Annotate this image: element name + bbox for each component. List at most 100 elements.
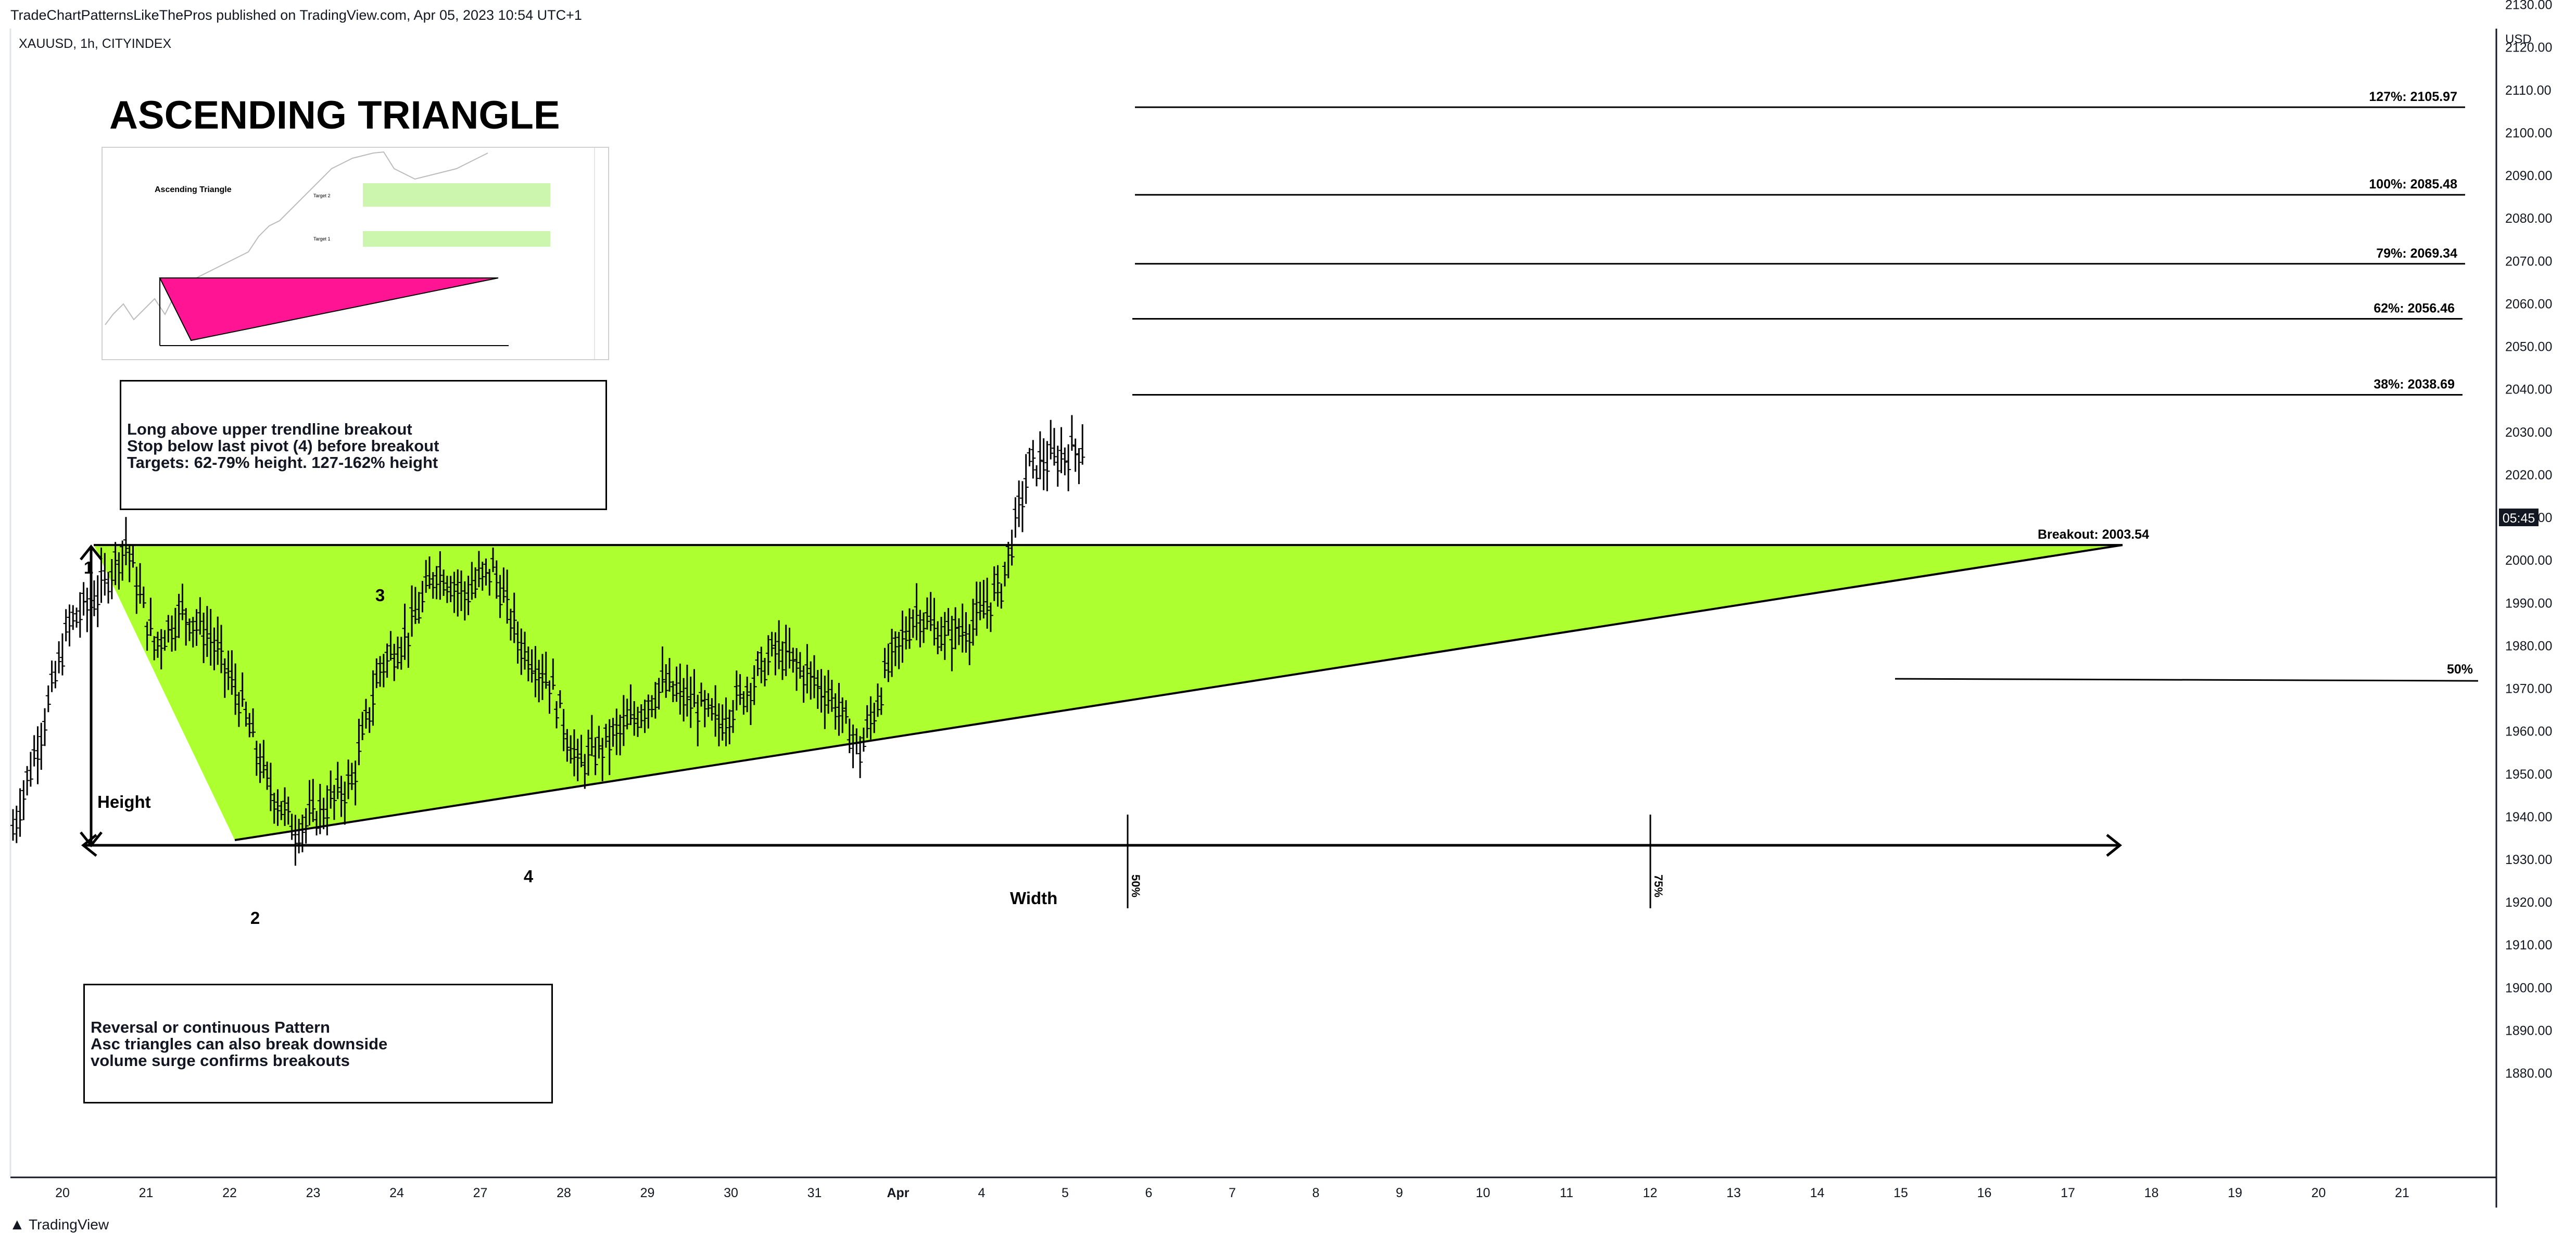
x-tick-label: 7: [1229, 1186, 1236, 1200]
x-tick-label: 19: [2228, 1186, 2242, 1200]
tradingview-logo[interactable]: ▲ TradingView: [9, 1216, 109, 1234]
x-tick-label: 20: [55, 1186, 70, 1200]
width-arrow-head-left: [81, 834, 97, 857]
y-tick-label: 1930.00: [2505, 853, 2552, 867]
x-tick-label: 10: [1476, 1186, 1491, 1200]
pivot-label: 3: [375, 586, 385, 605]
thumbnail-target1-zone: [363, 231, 550, 247]
x-axis: 20 21 22 23 24 27 28 29 30 31 Apr 4 5 6 7 8 9 10 11 12 13 14 1…: [55, 1186, 2409, 1200]
reference-thumbnail: Ascending Triangle Target 2 Target 1: [102, 147, 609, 360]
price-bars: [10, 415, 1085, 866]
thumbnail-triangle: [159, 277, 499, 341]
x-tick-label: 5: [1062, 1186, 1069, 1200]
y-tick-label: 2130.00: [2505, 0, 2552, 12]
width-mark-label: 50%: [1129, 874, 1142, 897]
x-tick-label: 15: [1893, 1186, 1908, 1200]
thumbnail-target2-zone: [363, 183, 550, 207]
fib-level-label: 79%: 2069.34: [2376, 246, 2457, 261]
x-tick-label: Apr: [887, 1186, 909, 1200]
y-tick-label: 2020.00: [2505, 468, 2552, 483]
y-tick-label: 1910.00: [2505, 938, 2552, 953]
y-tick-label: 1920.00: [2505, 895, 2552, 910]
y-tick-label: 1900.00: [2505, 981, 2552, 995]
y-tick-label: 1950.00: [2505, 767, 2552, 782]
lower-trendline: [234, 544, 2123, 842]
entry-note-line: Targets: 62-79% height. 127-162% height: [127, 453, 438, 472]
last-price-tag: [2499, 509, 2539, 526]
x-tick-label: 21: [2395, 1186, 2409, 1200]
x-tick-label: 27: [473, 1186, 488, 1200]
x-tick-label: 24: [389, 1186, 404, 1200]
pattern-annotations: Height Width 50% 75% 50% Breakout: 2003.54 1 2 3…: [80, 527, 2479, 928]
y-tick-label: 2050.00: [2505, 340, 2552, 354]
tradingview-logo-icon: ▲: [9, 1216, 25, 1233]
width-mark-label: 75%: [1652, 874, 1665, 897]
x-tick-label: 13: [1726, 1186, 1741, 1200]
x-tick-label: 28: [557, 1186, 571, 1200]
width-arrow-head-right: [2106, 834, 2123, 857]
x-tick-label: 9: [1396, 1186, 1403, 1200]
y-tick-label: 2110.00: [2505, 83, 2552, 98]
fib-level-label: 100%: 2085.48: [2369, 177, 2457, 192]
y-tick-label: 1960.00: [2505, 725, 2552, 739]
pivot-label: 2: [250, 908, 260, 928]
fifty-percent-line: [1895, 678, 2479, 682]
tradingview-brand-label: TradingView: [28, 1216, 109, 1233]
fib-level-label: 127%: 2105.97: [2369, 90, 2457, 104]
y-tick-label: 2030.00: [2505, 425, 2552, 440]
fib-level-label: 38%: 2038.69: [2373, 377, 2455, 391]
y-tick-label: 2080.00: [2505, 211, 2552, 226]
entry-notes-box: Long above upper trendline breakout Stop…: [120, 380, 607, 510]
x-tick-label: 23: [306, 1186, 321, 1200]
pivot-label: 1: [84, 558, 93, 577]
x-tick-label: 8: [1312, 1186, 1320, 1200]
y-tick-label: 1890.00: [2505, 1023, 2552, 1038]
publisher-attribution: TradeChartPatternsLikeThePros published …: [10, 7, 582, 23]
width-label: Width: [1010, 888, 1057, 908]
x-tick-label: 21: [139, 1186, 154, 1200]
y-tick-label: 2070.00: [2505, 254, 2552, 269]
y-tick-label: 1990.00: [2505, 596, 2552, 611]
y-tick-label: 2060.00: [2505, 297, 2552, 311]
y-tick-label: 1880.00: [2505, 1067, 2552, 1081]
x-tick-label: 17: [2061, 1186, 2075, 1200]
height-arrow-head-top: [80, 544, 103, 561]
thumbnail-chart: Ascending Triangle Target 2 Target 1: [105, 148, 595, 359]
fib-level-label: 62%: 2056.46: [2373, 301, 2455, 316]
y-tick-label: 2040.00: [2505, 383, 2552, 397]
triangle-fill: [94, 545, 2123, 841]
height-label: Height: [97, 792, 151, 811]
y-tick-label: 2000.00: [2505, 553, 2552, 568]
x-tick-label: 6: [1145, 1186, 1153, 1200]
pivot-label: 4: [524, 867, 534, 886]
x-tick-label: 20: [2312, 1186, 2326, 1200]
pattern-note-line: volume surge confirms breakouts: [91, 1051, 350, 1070]
thumbnail-target2-label: Target 2: [313, 193, 331, 198]
x-tick-label: 16: [1977, 1186, 1992, 1200]
y-tick-label: 2090.00: [2505, 169, 2552, 183]
y-tick-label: 1940.00: [2505, 810, 2552, 824]
thumbnail-target1-label: Target 1: [313, 236, 331, 242]
thumbnail-caption: Ascending Triangle: [155, 185, 232, 194]
x-tick-label: 30: [724, 1186, 738, 1200]
entry-note-line: Stop below last pivot (4) before breakou…: [127, 437, 439, 455]
y-tick-label: 1970.00: [2505, 682, 2552, 696]
last-price-time: 05:45: [2503, 511, 2535, 526]
entry-note-line: Long above upper trendline breakout: [127, 420, 412, 438]
symbol-label[interactable]: XAUUSD, 1h, CITYINDEX: [19, 36, 172, 51]
x-tick-label: 4: [978, 1186, 986, 1200]
chart-title: ASCENDING TRIANGLE: [109, 93, 560, 137]
pattern-notes-box: Reversal or continuous Pattern Asc trian…: [83, 984, 553, 1103]
x-tick-label: 11: [1560, 1186, 1573, 1200]
x-tick-label: 18: [2144, 1186, 2159, 1200]
breakout-label: Breakout: 2003.54: [2038, 527, 2149, 542]
y-axis: 2130.00 2120.00 2110.00 2100.00 2090.00 2080.…: [2505, 0, 2552, 1081]
currency-label: USD: [2505, 32, 2532, 46]
x-tick-label: 22: [222, 1186, 237, 1200]
x-tick-label: 12: [1643, 1186, 1658, 1200]
pattern-note-line: Asc triangles can also break downside: [91, 1035, 388, 1053]
y-tick-label: 2100.00: [2505, 126, 2552, 141]
x-tick-label: 31: [807, 1186, 822, 1200]
